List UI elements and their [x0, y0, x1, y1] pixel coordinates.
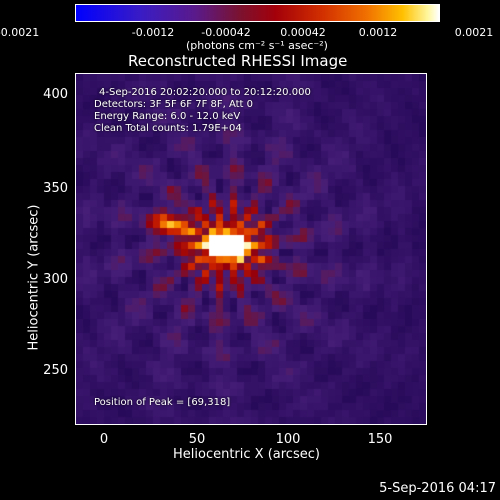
x-tick-label: 150: [367, 432, 393, 447]
timestamp: 5-Sep-2016 04:17: [379, 481, 496, 496]
colorbar-tick: -0.00042: [201, 26, 251, 39]
rhessi-image-plot: 4-Sep-2016 20:02:20.000 to 20:12:20.000 …: [75, 73, 427, 425]
y-tick-label: 350: [43, 181, 68, 196]
info-time-range: 4-Sep-2016 20:02:20.000 to 20:12:20.000: [99, 87, 311, 98]
y-tick-label: 250: [43, 363, 68, 378]
y-axis-label: Heliocentric Y (arcsec): [26, 204, 42, 351]
colorbar-tick: 0.00042: [280, 26, 326, 39]
colorbar-tick: 0.0012: [358, 26, 398, 39]
x-axis-label: Heliocentric X (arcsec): [173, 447, 320, 462]
colorbar-tick: 0.0021: [454, 26, 494, 39]
x-tick-label: 100: [275, 432, 301, 447]
y-tick-label: 400: [43, 87, 68, 102]
image-title: Reconstructed RHESSI Image: [128, 52, 348, 70]
info-energy-range: Energy Range: 6.0 - 12.0 keV: [94, 111, 241, 122]
colorbar: [75, 4, 440, 22]
rhessi-image-canvas: [76, 74, 426, 424]
info-detectors: Detectors: 3F 5F 6F 7F 8F, Att 0: [94, 99, 254, 110]
y-tick-label: 300: [43, 272, 68, 287]
info-peak-position: Position of Peak = [69,318]: [94, 397, 231, 408]
x-tick-label: 50: [188, 432, 206, 447]
colorbar-unit-label: (photons cm⁻² s⁻¹ asec⁻²): [186, 39, 328, 52]
colorbar-tick: -0.0012: [131, 26, 175, 39]
colorbar-tick: -0.0021: [0, 26, 40, 39]
x-tick-label: 0: [99, 432, 109, 447]
info-clean-counts: Clean Total counts: 1.79E+04: [94, 123, 242, 134]
